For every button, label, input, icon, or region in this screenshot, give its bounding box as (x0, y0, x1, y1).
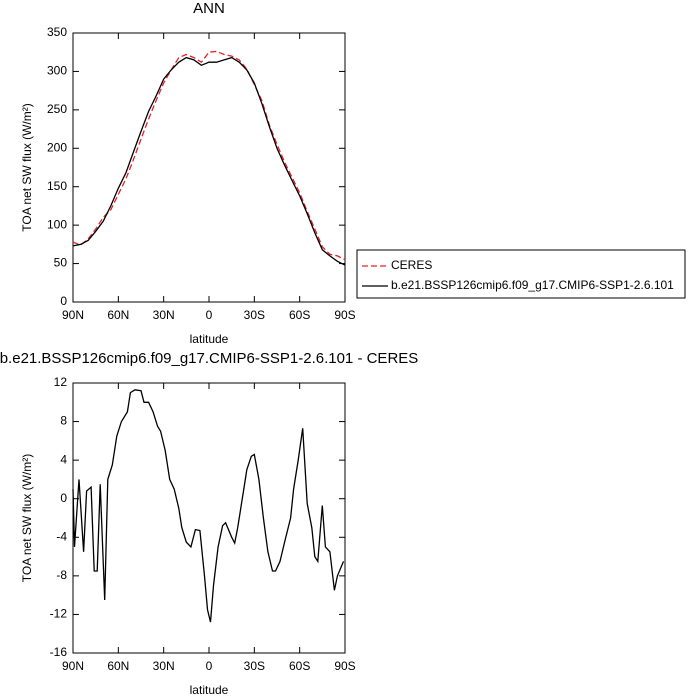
data-line (72, 50, 346, 261)
y-tick-label: 250 (47, 102, 67, 116)
data-line (72, 56, 346, 266)
y-tick-label: -4 (56, 529, 67, 543)
y-tick-label: -12 (50, 607, 68, 621)
y-tick-label: 12 (54, 375, 68, 389)
y-tick-label: 200 (47, 140, 67, 154)
x-tick-label: 0 (206, 308, 213, 322)
x-axis-label: latitude (190, 683, 229, 697)
y-tick-label: -8 (56, 568, 67, 582)
x-tick-label: 30N (153, 659, 175, 673)
y-tick-label: 350 (47, 25, 67, 39)
x-tick-label: 60N (107, 308, 129, 322)
x-tick-label: 30S (244, 659, 265, 673)
chart-title: ANN (193, 0, 225, 17)
y-axis-label: TOA net SW flux (W/m²) (20, 103, 34, 231)
x-tick-label: 60S (289, 659, 310, 673)
x-tick-label: 60N (107, 659, 129, 673)
legend-label: b.e21.BSSP126cmip6.f09_g17.CMIP6-SSP1-2.… (391, 278, 674, 292)
y-tick-label: 300 (47, 64, 67, 78)
plot-frame (72, 32, 346, 303)
y-tick-label: -16 (50, 645, 68, 659)
x-tick-label: 90N (62, 308, 84, 322)
plot-frame (72, 382, 346, 654)
y-tick-label: 150 (47, 179, 67, 193)
x-tick-label: 0 (206, 659, 213, 673)
data-line (72, 389, 345, 623)
y-tick-label: 0 (60, 491, 67, 505)
x-tick-label: 60S (289, 308, 310, 322)
y-axis-label: TOA net SW flux (W/m²) (20, 454, 34, 582)
y-tick-label: 0 (60, 294, 67, 308)
x-tick-label: 90N (62, 659, 84, 673)
y-tick-label: 50 (54, 256, 68, 270)
x-tick-label: 30N (153, 308, 175, 322)
y-tick-label: 8 (60, 414, 67, 428)
legend-label: CERES (391, 258, 432, 272)
y-tick-label: 4 (60, 452, 67, 466)
chart-title: b.e21.BSSP126cmip6.f09_g17.CMIP6-SSP1-2.… (0, 350, 418, 367)
x-axis-label: latitude (190, 332, 229, 346)
x-tick-label: 90S (334, 308, 355, 322)
x-tick-label: 30S (244, 308, 265, 322)
y-tick-label: 100 (47, 217, 67, 231)
legend-box (356, 249, 686, 299)
x-tick-label: 90S (334, 659, 355, 673)
